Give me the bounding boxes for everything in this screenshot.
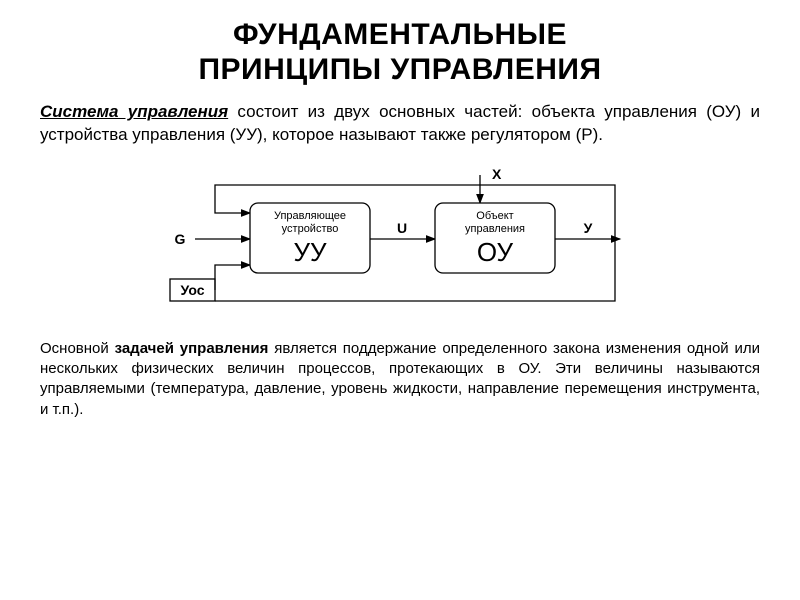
node-ou-label2: управления <box>465 223 525 235</box>
node-uu-big: УУ <box>293 237 327 267</box>
node-ou-label1: Объект <box>476 210 513 222</box>
p2-pre: Основной <box>40 340 115 357</box>
yoc-label: Уос <box>181 282 205 298</box>
node-ou-big: ОУ <box>477 237 514 267</box>
u-label: U <box>397 220 407 236</box>
intro-paragraph: Система управления состоит из двух основ… <box>40 101 760 147</box>
y-label: У <box>584 220 593 236</box>
node-uu-label2: устройство <box>282 223 339 235</box>
p2-bold: задачей управления <box>115 340 269 357</box>
diagram-container: Уос Управляющееустройство УУ Объектуправлен… <box>40 155 760 325</box>
page-title: ФУНДАМЕНТАЛЬНЫЕ ПРИНЦИПЫ УПРАВЛЕНИЯ <box>40 18 760 87</box>
node-uu-label1: Управляющее <box>274 210 346 222</box>
yoc-in-edge <box>215 265 250 290</box>
title-line1: ФУНДАМЕНТАЛЬНЫЕ <box>233 18 567 51</box>
term-system: Система управления <box>40 102 228 121</box>
branch-node <box>613 237 617 241</box>
x-label: Х <box>492 166 502 182</box>
task-paragraph: Основной задачей управления является под… <box>40 339 760 420</box>
g-label: G <box>175 231 186 247</box>
title-line2: ПРИНЦИПЫ УПРАВЛЕНИЯ <box>198 53 601 86</box>
control-diagram: Уос Управляющееустройство УУ Объектуправлен… <box>140 155 660 325</box>
